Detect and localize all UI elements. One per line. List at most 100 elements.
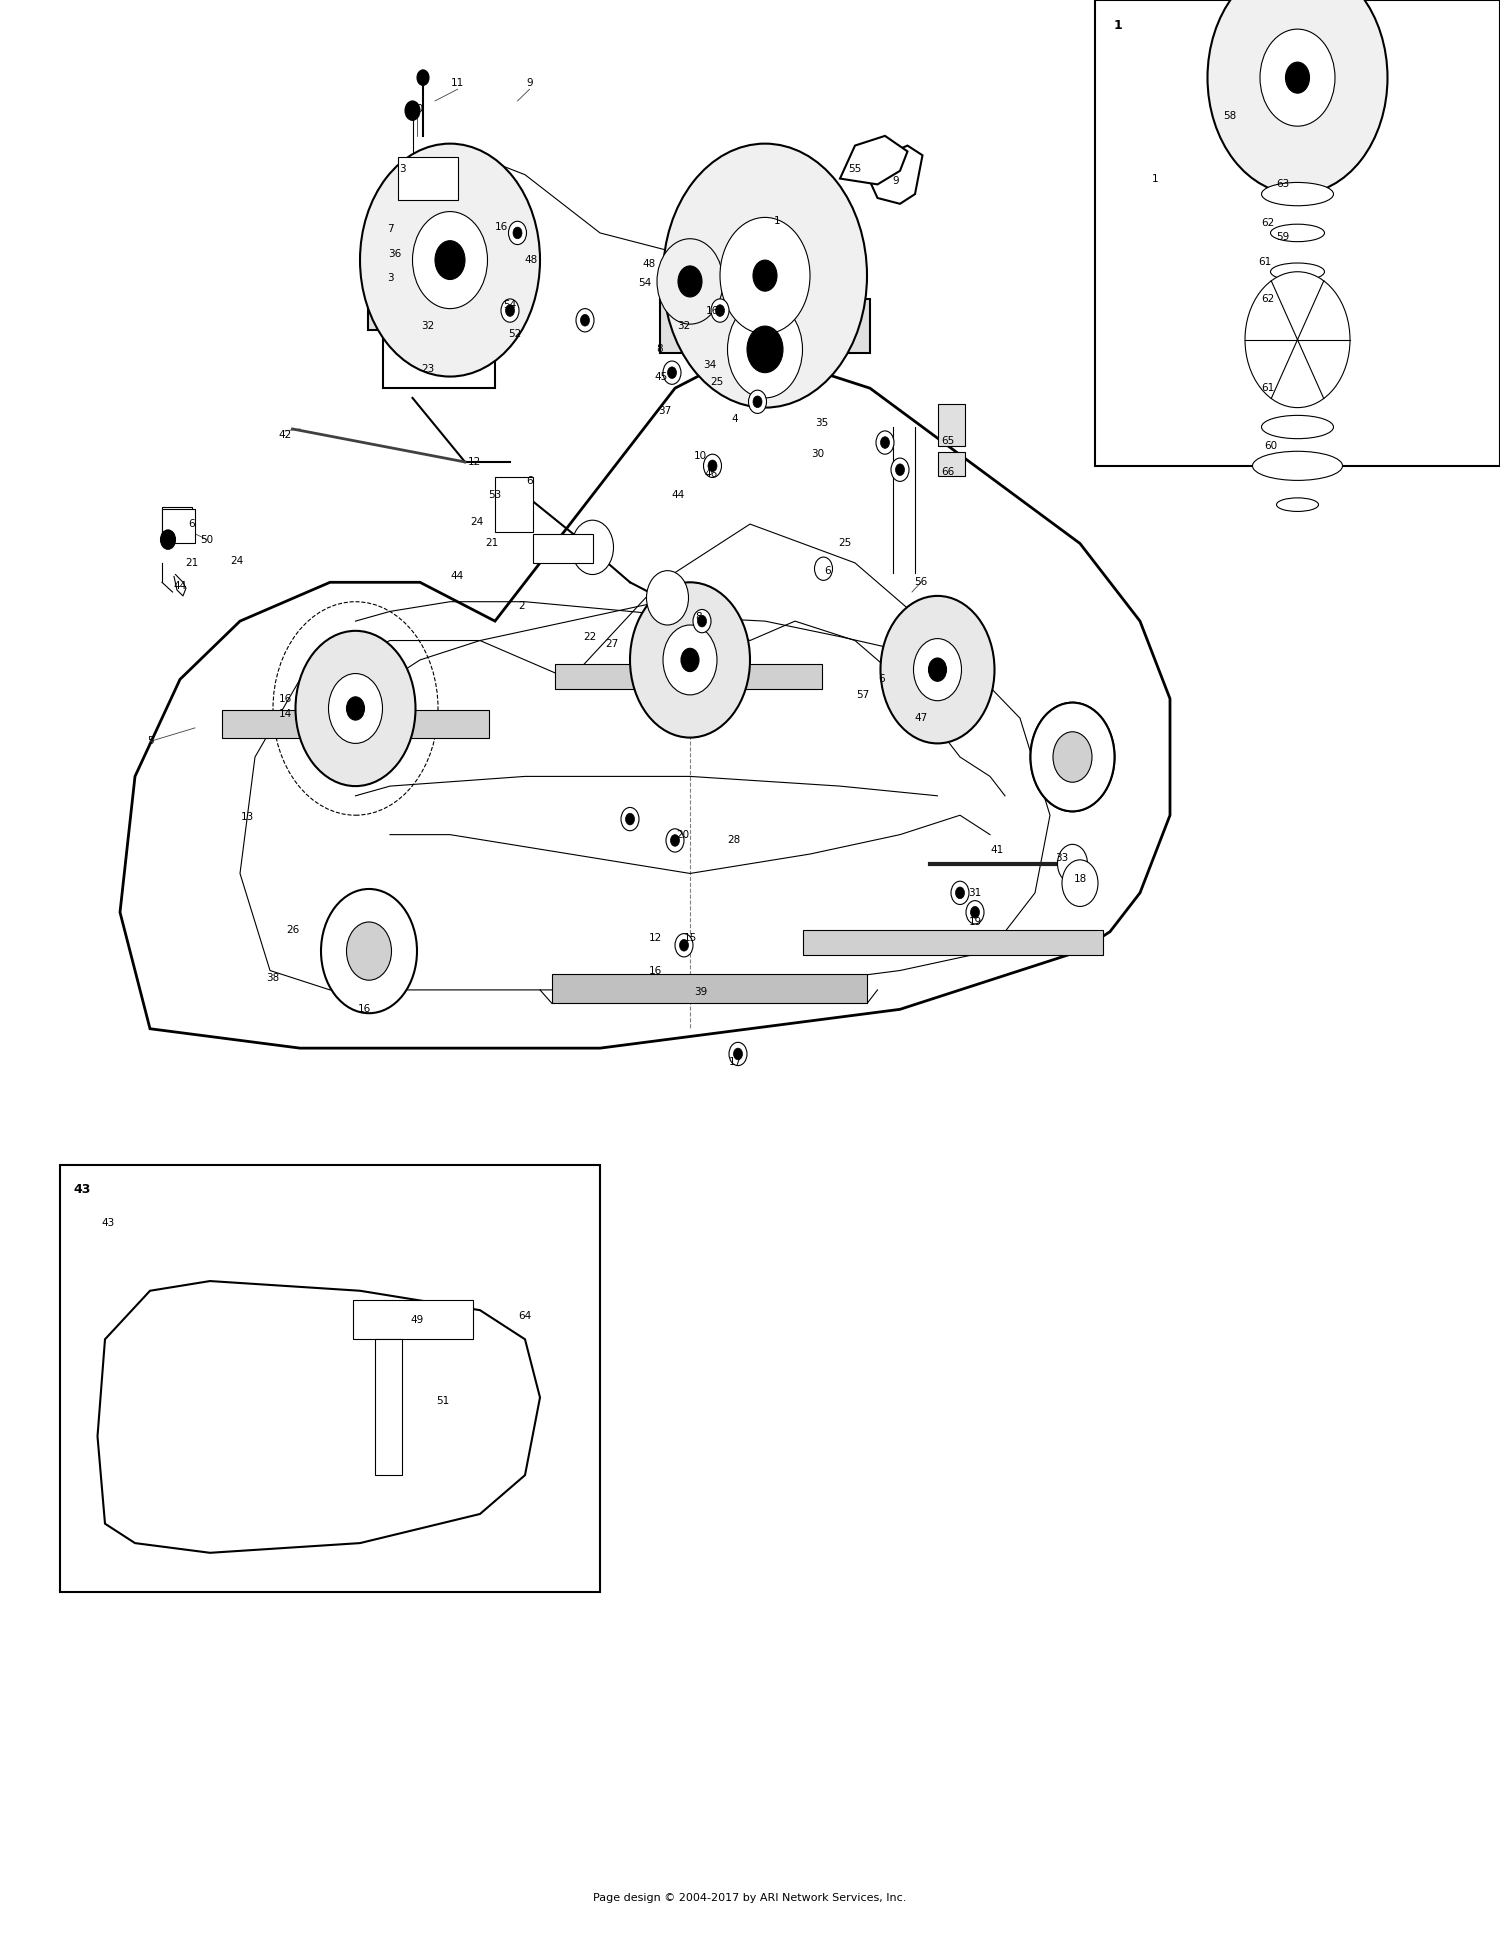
Text: 38: 38 — [267, 972, 279, 984]
Circle shape — [670, 835, 680, 846]
Text: 62: 62 — [1262, 293, 1274, 305]
Text: 1: 1 — [1152, 173, 1158, 184]
Circle shape — [646, 571, 688, 625]
Text: 8: 8 — [696, 611, 702, 623]
Text: 17: 17 — [729, 1056, 741, 1068]
Text: 44: 44 — [174, 580, 186, 592]
Text: 24: 24 — [231, 555, 243, 567]
Text: 11: 11 — [452, 78, 464, 89]
Circle shape — [1030, 703, 1114, 811]
Circle shape — [753, 396, 762, 408]
Bar — [938, 452, 964, 476]
Text: 24: 24 — [471, 516, 483, 528]
Text: 56: 56 — [915, 576, 927, 588]
Text: 55: 55 — [849, 163, 861, 175]
Circle shape — [891, 458, 909, 481]
Text: 12: 12 — [468, 456, 480, 468]
Text: 16: 16 — [279, 693, 291, 705]
Circle shape — [346, 922, 392, 980]
Text: 18: 18 — [1074, 873, 1086, 885]
Ellipse shape — [1270, 262, 1324, 280]
Circle shape — [716, 305, 724, 316]
Text: 31: 31 — [969, 887, 981, 899]
Bar — [555, 664, 822, 689]
Text: 33: 33 — [1056, 852, 1068, 864]
Text: 35: 35 — [816, 417, 828, 429]
Text: 63: 63 — [1276, 179, 1288, 190]
Text: 48: 48 — [644, 258, 656, 270]
Text: 32: 32 — [678, 320, 690, 332]
Text: 47: 47 — [915, 712, 927, 724]
Circle shape — [711, 299, 729, 322]
Circle shape — [435, 241, 465, 280]
Circle shape — [880, 596, 995, 743]
Text: 5: 5 — [147, 736, 153, 747]
Text: 39: 39 — [694, 986, 706, 998]
Circle shape — [413, 212, 488, 309]
Circle shape — [321, 889, 417, 1013]
Text: 61: 61 — [1258, 256, 1270, 268]
Text: 62: 62 — [1262, 217, 1274, 229]
Circle shape — [680, 939, 688, 951]
Circle shape — [506, 305, 515, 316]
Circle shape — [626, 813, 634, 825]
Text: 21: 21 — [486, 538, 498, 549]
Circle shape — [708, 460, 717, 472]
Ellipse shape — [1264, 338, 1330, 361]
Bar — [162, 509, 195, 543]
Circle shape — [1286, 62, 1310, 93]
Text: 48: 48 — [525, 254, 537, 266]
Text: 9: 9 — [892, 175, 898, 186]
Circle shape — [747, 326, 783, 373]
Circle shape — [346, 697, 364, 720]
Circle shape — [576, 309, 594, 332]
Circle shape — [663, 361, 681, 384]
Bar — [938, 404, 964, 446]
Text: 61: 61 — [1262, 382, 1274, 394]
Text: 50: 50 — [201, 534, 213, 545]
Text: 37: 37 — [658, 406, 670, 417]
Text: 19: 19 — [969, 916, 981, 928]
Circle shape — [720, 217, 810, 334]
Text: 16: 16 — [495, 221, 507, 233]
Circle shape — [501, 299, 519, 322]
Bar — [532, 534, 592, 563]
Circle shape — [417, 70, 429, 85]
Text: 57: 57 — [856, 689, 868, 701]
Bar — [398, 157, 458, 200]
Text: 16: 16 — [706, 305, 718, 316]
PathPatch shape — [840, 136, 908, 184]
Ellipse shape — [1270, 223, 1324, 243]
Text: 3: 3 — [399, 163, 405, 175]
Circle shape — [509, 221, 526, 245]
Text: 52: 52 — [509, 328, 520, 340]
Circle shape — [675, 934, 693, 957]
Circle shape — [693, 609, 711, 633]
Text: 59: 59 — [1276, 231, 1288, 243]
Text: 10: 10 — [694, 450, 706, 462]
Text: 41: 41 — [992, 844, 1004, 856]
Circle shape — [966, 901, 984, 924]
Text: 45: 45 — [656, 371, 668, 382]
Text: 60: 60 — [1264, 441, 1276, 452]
Text: 44: 44 — [672, 489, 684, 501]
Text: 64: 64 — [519, 1310, 531, 1322]
Text: 54: 54 — [504, 299, 516, 311]
Circle shape — [1245, 272, 1350, 408]
Circle shape — [160, 530, 176, 549]
Circle shape — [405, 101, 420, 120]
PathPatch shape — [862, 146, 922, 204]
Text: 6: 6 — [825, 565, 831, 576]
Circle shape — [704, 454, 722, 477]
Text: 54: 54 — [639, 278, 651, 289]
Circle shape — [698, 615, 706, 627]
Text: 16: 16 — [358, 1003, 370, 1015]
Bar — [60, 1165, 600, 1592]
Text: 51: 51 — [436, 1396, 448, 1407]
Text: 6: 6 — [526, 476, 532, 487]
Text: 40: 40 — [411, 103, 423, 115]
Ellipse shape — [1274, 380, 1322, 396]
Circle shape — [956, 887, 964, 899]
PathPatch shape — [98, 1281, 540, 1553]
Text: 6: 6 — [189, 518, 195, 530]
